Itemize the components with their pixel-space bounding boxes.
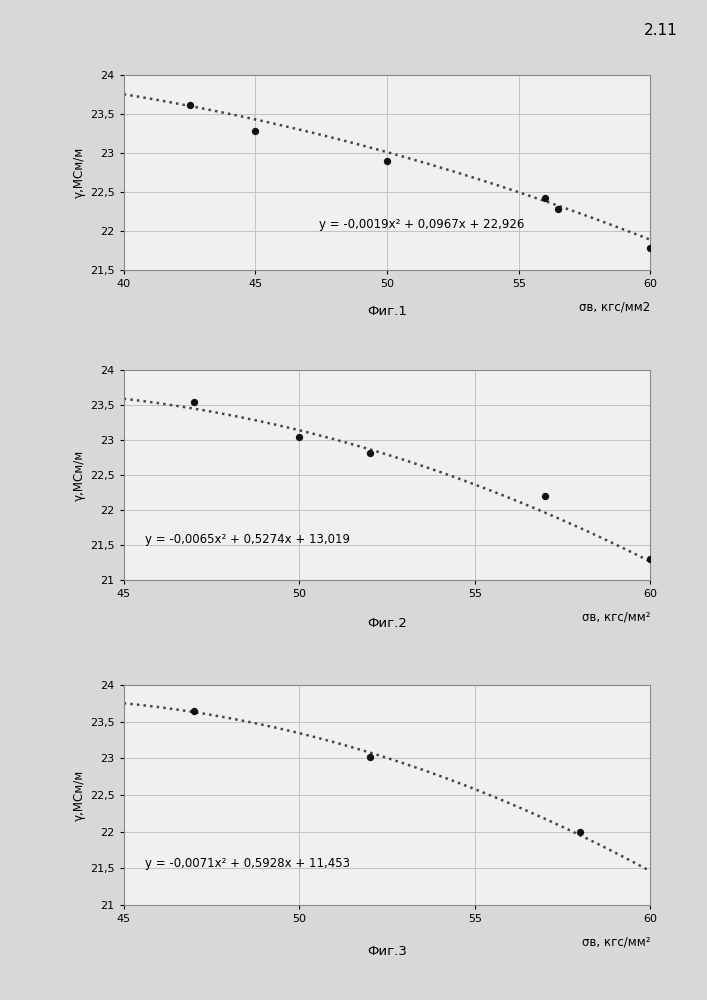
Text: σв, кгс/мм2: σв, кгс/мм2 (579, 301, 650, 314)
Point (188, 703, 199, 719)
Point (539, 190, 551, 206)
Point (184, 97, 195, 113)
Text: y = -0,0019x² + 0,0967x + 22,926: y = -0,0019x² + 0,0967x + 22,926 (319, 218, 524, 231)
Y-axis label: γ,МСм/м: γ,МСм/м (73, 769, 86, 821)
Point (575, 824, 586, 840)
Text: 2.11: 2.11 (644, 23, 678, 38)
Text: y = -0,0071x² + 0,5928x + 11,453: y = -0,0071x² + 0,5928x + 11,453 (145, 857, 350, 870)
Text: Фиг.3: Фиг.3 (367, 945, 407, 958)
Point (645, 240, 656, 256)
Point (250, 123, 261, 139)
Text: Фиг.2: Фиг.2 (367, 617, 407, 630)
Point (293, 428, 305, 444)
Point (188, 393, 199, 410)
Point (539, 488, 551, 504)
Point (680, 879, 691, 895)
Y-axis label: γ,МСм/м: γ,МСм/м (73, 449, 86, 501)
Point (364, 445, 375, 461)
Point (553, 201, 564, 217)
Point (382, 153, 393, 169)
Text: y = -0,0065x² + 0,5274x + 13,019: y = -0,0065x² + 0,5274x + 13,019 (145, 533, 350, 546)
Text: Фиг.1: Фиг.1 (367, 305, 407, 318)
Point (364, 749, 375, 765)
Text: σв, кгс/мм²: σв, кгс/мм² (582, 611, 650, 624)
Text: σв, кгс/мм²: σв, кгс/мм² (582, 936, 650, 949)
Y-axis label: γ,МСм/м: γ,МСм/м (73, 147, 86, 198)
Point (645, 551, 656, 567)
